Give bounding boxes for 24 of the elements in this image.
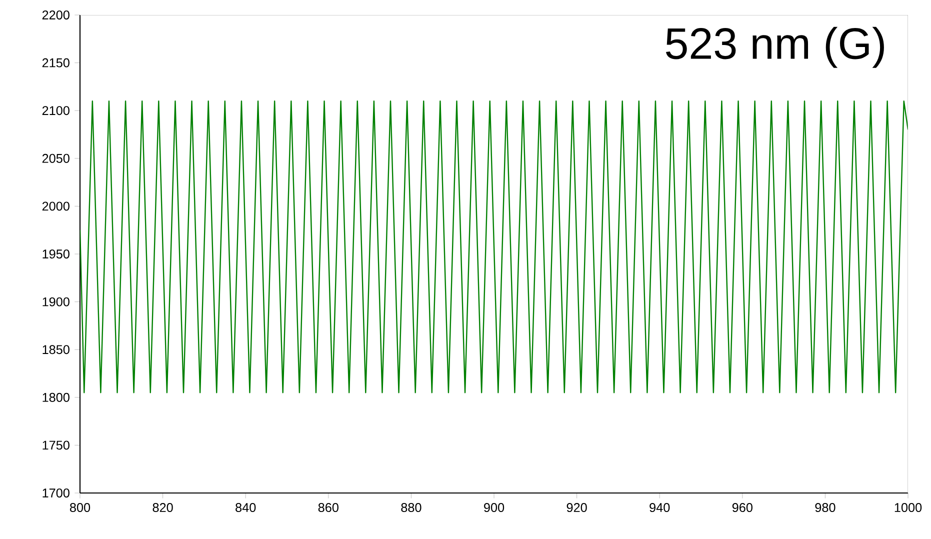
y-tick-label: 1800	[42, 392, 70, 402]
y-tick-label: 2050	[42, 154, 70, 163]
line-series	[80, 100, 908, 394]
y-tick-label: 2200	[42, 10, 70, 20]
x-tick-label: 920	[566, 503, 587, 512]
y-tick-label: 2000	[42, 202, 70, 211]
x-tick-label: 860	[318, 503, 338, 512]
y-tick-label: 1900	[42, 297, 70, 306]
x-tick-label: 960	[732, 503, 752, 512]
x-tick-label: 880	[401, 503, 422, 512]
x-tick-label: 800	[70, 503, 90, 512]
y-tick-label: 1950	[42, 250, 70, 258]
x-tick-label: 940	[650, 503, 670, 512]
x-tick-label: 820	[152, 503, 173, 512]
chart-title: 523 nm (G)	[666, 26, 884, 68]
x-tick-label: 900	[484, 503, 504, 512]
y-tick-label: 2100	[42, 106, 70, 116]
x-tick-label: 840	[236, 503, 256, 512]
y-tick-label: 1850	[42, 345, 70, 354]
y-tick-label: 1750	[42, 440, 70, 450]
y-tick-label: 1700	[42, 488, 70, 498]
x-tick-label: 1000	[894, 503, 922, 512]
x-tick-label: 980	[815, 503, 836, 512]
y-tick-label: 2150	[42, 58, 70, 68]
